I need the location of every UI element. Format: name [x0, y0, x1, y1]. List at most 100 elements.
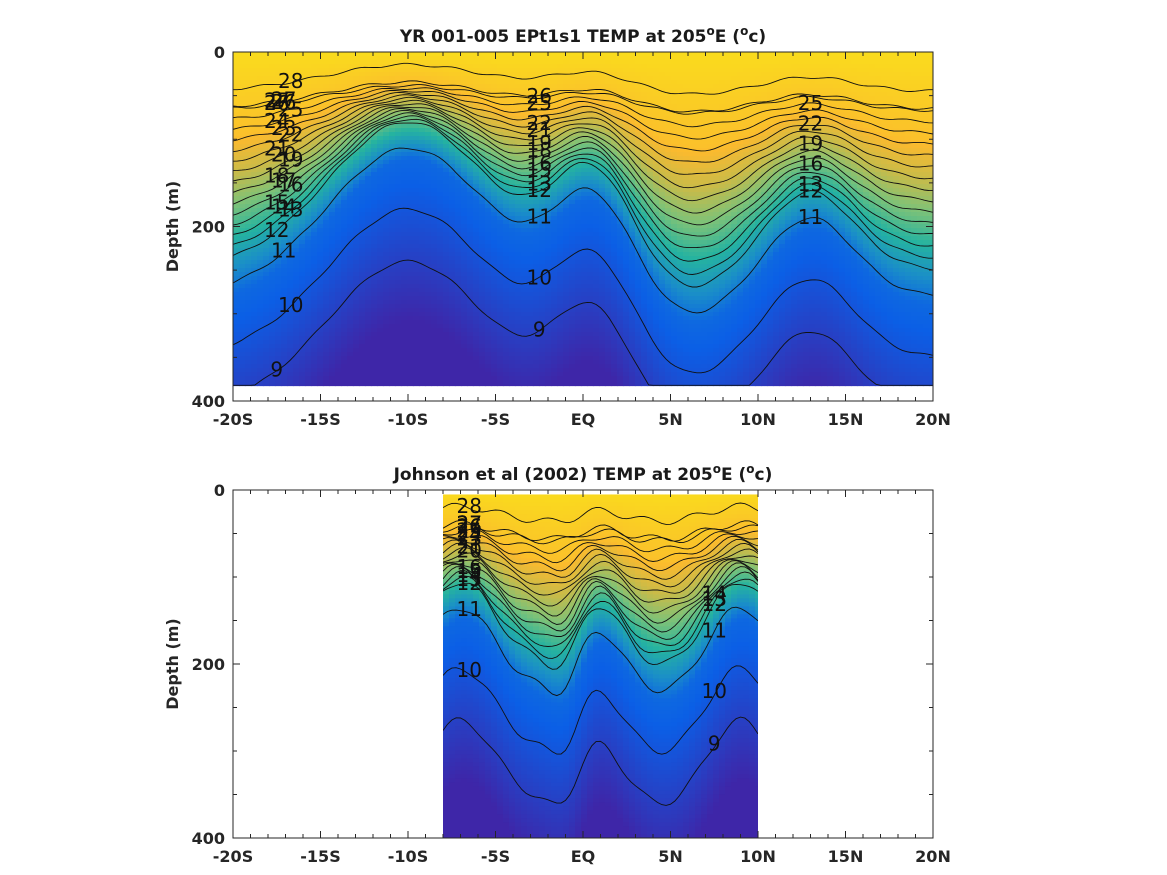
contour-label: 28	[278, 69, 303, 93]
y-tick-label: 0	[214, 43, 225, 62]
x-tick-label: 5N	[658, 847, 683, 866]
y-axis-label: Depth (m)	[163, 181, 182, 273]
contour-line-15	[443, 566, 758, 640]
contour-label: 11	[457, 597, 482, 621]
contour-label: 12	[264, 218, 289, 242]
contour-line-26	[233, 84, 933, 115]
contour-label: 21	[457, 535, 482, 559]
contour-label: 10	[457, 658, 482, 682]
x-tick-label: -15S	[300, 847, 340, 866]
contour-label: 9	[533, 318, 546, 342]
contour-label: 18	[527, 138, 552, 162]
contour-label: 13	[457, 567, 482, 591]
contour-label: 26	[271, 90, 296, 114]
contour-line-14	[443, 570, 758, 647]
contour-line-13	[443, 575, 758, 659]
contour-label: 20	[271, 142, 296, 166]
contour-label: 27	[457, 511, 482, 535]
contour-label: 21	[264, 136, 289, 160]
contour-line-21	[233, 96, 933, 175]
contour-line-14	[233, 115, 933, 262]
y-tick-label: 400	[192, 392, 225, 411]
contour-line-28	[233, 62, 933, 95]
contour-line-25	[443, 528, 758, 554]
contour-label: 22	[798, 111, 823, 135]
contour-label: 19	[278, 147, 303, 171]
contour-line-9	[443, 716, 758, 806]
x-tick-label: 20N	[915, 847, 951, 866]
contour-line-28	[443, 502, 758, 525]
contour-line-15	[233, 112, 933, 249]
contour-label: 26	[457, 515, 482, 539]
contour-label: 11	[798, 205, 823, 229]
contour-label: 26	[457, 515, 482, 539]
contour-label: 13	[798, 172, 823, 196]
contour-label: 25	[527, 91, 552, 115]
top-temperature-panel: 2627282726252423222120191817161514131211…	[163, 24, 951, 429]
temperature-field	[233, 52, 933, 387]
contour-line-23	[443, 535, 758, 572]
contour-line-22	[443, 538, 758, 580]
contour-label: 12	[798, 179, 823, 203]
contour-label: 22	[527, 111, 552, 135]
x-tick-label: -10S	[388, 847, 428, 866]
y-tick-label: 200	[192, 218, 225, 237]
contour-line-22	[233, 94, 933, 163]
contour-line-11	[443, 606, 758, 697]
contour-label: 27	[457, 511, 482, 535]
contour-line-16	[233, 109, 933, 237]
x-tick-label: -20S	[213, 847, 253, 866]
contour-line-10	[443, 665, 758, 755]
contour-label: 9	[708, 731, 721, 755]
contour-label: 23	[271, 116, 296, 140]
contour-label: 14	[271, 195, 296, 219]
contour-line-20	[443, 546, 758, 596]
chart-title: YR 001-005 EPt1s1 TEMP at 205oE (oc)	[399, 24, 766, 47]
contour-label: 25	[278, 97, 303, 121]
contour-line-17	[443, 560, 758, 625]
contour-label: 27	[271, 88, 296, 112]
contour-line-16	[443, 562, 758, 633]
y-tick-label: 400	[192, 829, 225, 848]
contour-label: 19	[798, 132, 823, 156]
contour-label: 13	[278, 198, 303, 222]
contour-label: 19	[527, 131, 552, 155]
x-tick-label: 5N	[658, 410, 683, 429]
contour-label: 15	[457, 559, 482, 583]
x-tick-label: -15S	[300, 410, 340, 429]
y-tick-label: 200	[192, 655, 225, 674]
y-axis-label: Depth (m)	[163, 618, 182, 710]
contour-label: 25	[457, 519, 482, 543]
contour-label: 15	[527, 158, 552, 182]
contour-line-12	[233, 122, 933, 288]
contour-label: 28	[457, 494, 482, 518]
x-tick-label: 10N	[740, 410, 776, 429]
contour-line-20	[233, 99, 933, 189]
contour-label: 9	[270, 358, 283, 382]
contour-labels: 2627282726252423222120191817161514131211…	[264, 69, 823, 382]
x-tick-label: -5S	[481, 847, 510, 866]
x-tick-label: -10S	[388, 410, 428, 429]
contour-label: 15	[264, 191, 289, 215]
x-tick-label: EQ	[571, 847, 596, 866]
contour-line-17	[233, 108, 933, 226]
contour-label: 10	[702, 679, 727, 703]
contour-line-25	[233, 87, 933, 128]
contour-labels: 2827262726252423212016151413121110914131…	[457, 494, 727, 755]
contour-label: 14	[702, 582, 727, 606]
contour-line-23	[233, 91, 933, 152]
contour-label: 16	[527, 151, 552, 175]
contour-label: 26	[527, 84, 552, 108]
contour-line-10	[233, 207, 933, 374]
contour-label: 11	[527, 204, 552, 228]
contour-label: 12	[702, 592, 727, 616]
x-tick-label: 20N	[915, 410, 951, 429]
contour-line-18	[233, 106, 933, 214]
contour-label: 23	[457, 527, 482, 551]
contour-line-19	[443, 552, 758, 607]
contour-line-24	[443, 533, 758, 564]
contour-line-26	[443, 523, 758, 545]
bottom-temperature-panel: 2827262726252423212016151413121110914131…	[163, 462, 951, 866]
contour-label: 13	[527, 171, 552, 195]
contour-line-19	[233, 103, 933, 202]
